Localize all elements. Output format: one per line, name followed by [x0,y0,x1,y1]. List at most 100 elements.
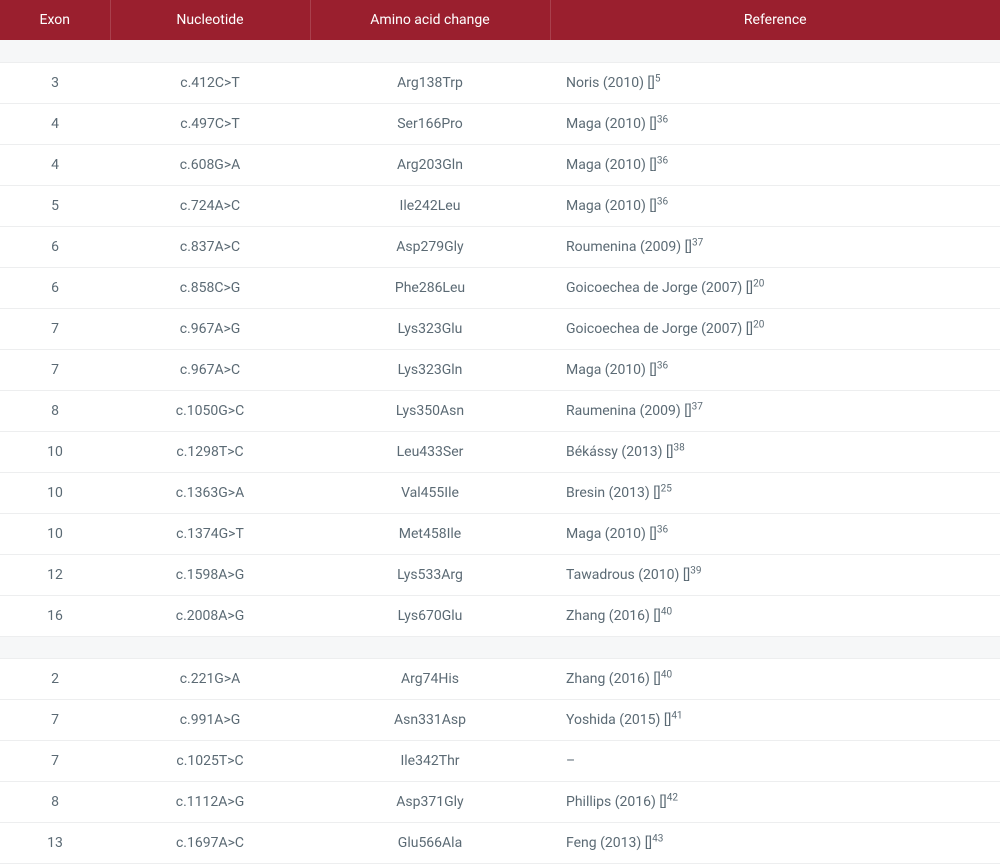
cell-reference: Bresin (2013) []25 [550,472,1000,513]
reference-text: Zhang (2016) [] [566,671,661,687]
cell-reference: Maga (2010) []36 [550,103,1000,144]
reference-text: Maga (2010) [] [566,362,657,378]
reference-text: Goicoechea de Jorge (2007) [] [566,280,753,296]
reference-text: Maga (2010) [] [566,526,657,542]
cell-nucleotide: c.991A>G [110,699,310,740]
cell-nucleotide: c.497C>T [110,103,310,144]
cell-exon: 3 [0,62,110,103]
reference-text: Maga (2010) [] [566,157,657,173]
cell-nucleotide: c.1598A>G [110,554,310,595]
cell-exon: 7 [0,308,110,349]
reference-text: Maga (2010) [] [566,116,657,132]
cell-nucleotide: c.2008A>G [110,595,310,636]
cell-amino-acid: Lys350Asn [310,390,550,431]
cell-amino-acid: Ile242Leu [310,185,550,226]
table-row: 5c.724A>CIle242LeuMaga (2010) []36 [0,185,1000,226]
table-row: 13c.1697A>CGlu566AlaFeng (2013) []43 [0,822,1000,863]
cell-amino-acid: Phe286Leu [310,267,550,308]
table-row: 3c.412C>TArg138TrpNoris (2010) []5 [0,62,1000,103]
cell-exon: 7 [0,699,110,740]
cell-exon: 8 [0,781,110,822]
cell-nucleotide: c.1374G>T [110,513,310,554]
table-row: 7c.991A>GAsn331AspYoshida (2015) []41 [0,699,1000,740]
reference-text: Yoshida (2015) [] [566,712,671,728]
table-row: 6c.858C>GPhe286LeuGoicoechea de Jorge (2… [0,267,1000,308]
cell-reference: Yoshida (2015) []41 [550,699,1000,740]
table-row: 7c.1025T>CIle342Thr– [0,740,1000,781]
reference-text: – [566,753,575,769]
cell-exon: 10 [0,472,110,513]
reference-sup: 37 [692,237,703,248]
reference-sup: 36 [657,360,668,371]
cell-nucleotide: c.412C>T [110,62,310,103]
table-spacer-row [0,40,1000,62]
cell-reference: Zhang (2016) []40 [550,595,1000,636]
reference-sup: 20 [753,278,764,289]
cell-amino-acid: Ser166Pro [310,103,550,144]
reference-sup: 40 [661,669,672,680]
cell-exon: 7 [0,740,110,781]
cell-exon: 8 [0,390,110,431]
cell-nucleotide: c.1363G>A [110,472,310,513]
table-row: 7c.967A>CLys323GlnMaga (2010) []36 [0,349,1000,390]
cell-amino-acid: Asn331Asp [310,699,550,740]
cell-nucleotide: c.1025T>C [110,740,310,781]
cell-reference: Békássy (2013) []38 [550,431,1000,472]
cell-exon: 10 [0,513,110,554]
cell-amino-acid: Glu566Ala [310,822,550,863]
reference-sup: 25 [661,483,672,494]
mutation-table: Exon Nucleotide Amino acid change Refere… [0,0,1000,864]
col-header-nuc: Nucleotide [110,0,310,40]
cell-amino-acid: Asp279Gly [310,226,550,267]
reference-sup: 43 [652,833,663,844]
cell-reference: Phillips (2016) []42 [550,781,1000,822]
cell-reference: Maga (2010) []36 [550,513,1000,554]
cell-nucleotide: c.221G>A [110,658,310,699]
cell-nucleotide: c.1112A>G [110,781,310,822]
cell-amino-acid: Arg74His [310,658,550,699]
table-row: 4c.497C>TSer166ProMaga (2010) []36 [0,103,1000,144]
cell-exon: 6 [0,226,110,267]
table-spacer-row [0,636,1000,658]
cell-reference: Tawadrous (2010) []39 [550,554,1000,595]
cell-exon: 10 [0,431,110,472]
cell-reference: Feng (2013) []43 [550,822,1000,863]
cell-exon: 2 [0,658,110,699]
cell-nucleotide: c.724A>C [110,185,310,226]
reference-sup: 36 [657,155,668,166]
reference-text: Békássy (2013) [] [566,444,673,460]
reference-text: Maga (2010) [] [566,198,657,214]
reference-text: Phillips (2016) [] [566,794,667,810]
cell-amino-acid: Val455Ile [310,472,550,513]
reference-sup: 38 [673,442,684,453]
reference-text: Tawadrous (2010) [] [566,567,690,583]
cell-amino-acid: Lys670Glu [310,595,550,636]
cell-amino-acid: Ile342Thr [310,740,550,781]
cell-amino-acid: Leu433Ser [310,431,550,472]
cell-exon: 16 [0,595,110,636]
cell-nucleotide: c.1050G>C [110,390,310,431]
cell-reference: Maga (2010) []36 [550,185,1000,226]
reference-sup: 36 [657,114,668,125]
reference-text: Zhang (2016) [] [566,608,661,624]
cell-exon: 12 [0,554,110,595]
table-row: 10c.1363G>AVal455IleBresin (2013) []25 [0,472,1000,513]
cell-exon: 5 [0,185,110,226]
cell-nucleotide: c.858C>G [110,267,310,308]
reference-text: Feng (2013) [] [566,835,652,851]
reference-sup: 40 [661,606,672,617]
reference-sup: 37 [692,401,703,412]
table-body: 3c.412C>TArg138TrpNoris (2010) []54c.497… [0,40,1000,863]
table-row: 6c.837A>CAsp279GlyRoumenina (2009) []37 [0,226,1000,267]
table-row: 10c.1298T>CLeu433SerBékássy (2013) []38 [0,431,1000,472]
table-header-row: Exon Nucleotide Amino acid change Refere… [0,0,1000,40]
table-row: 12c.1598A>GLys533ArgTawadrous (2010) []3… [0,554,1000,595]
col-header-exon: Exon [0,0,110,40]
cell-nucleotide: c.1697A>C [110,822,310,863]
reference-sup: 39 [690,565,701,576]
cell-nucleotide: c.967A>C [110,349,310,390]
cell-reference: Goicoechea de Jorge (2007) []20 [550,267,1000,308]
cell-reference: Zhang (2016) []40 [550,658,1000,699]
cell-reference: Maga (2010) []36 [550,144,1000,185]
cell-reference: Noris (2010) []5 [550,62,1000,103]
